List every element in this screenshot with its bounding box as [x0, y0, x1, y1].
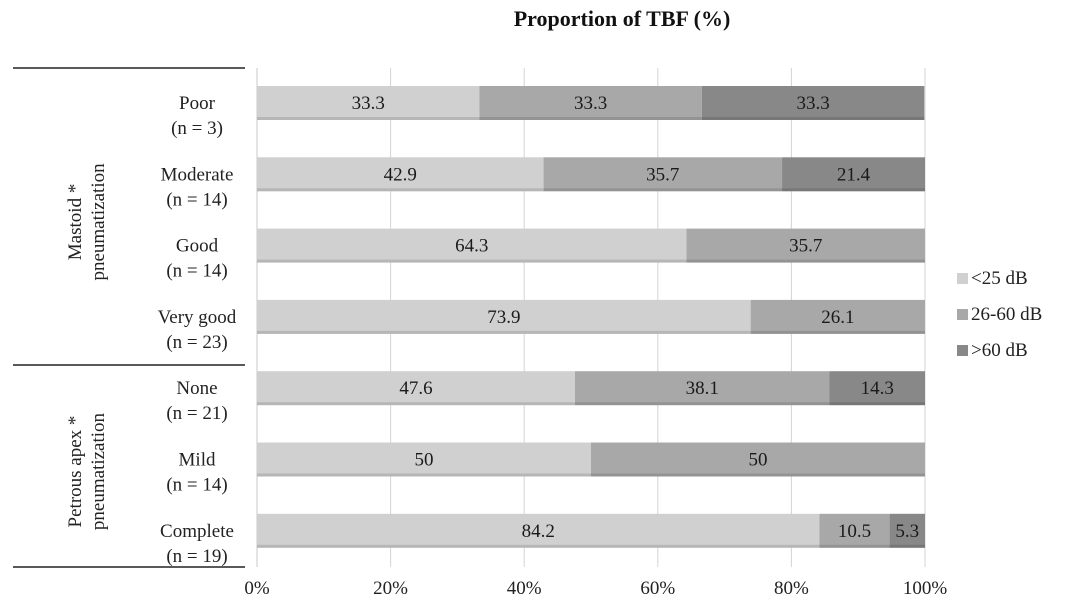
- bar-shadow: [574, 402, 830, 406]
- bar-shadow: [782, 188, 925, 192]
- data-label: 38.1: [686, 378, 719, 399]
- data-label: 35.7: [646, 164, 679, 185]
- category-count: (n = 23): [166, 332, 227, 353]
- legend: <25 dB 26-60 dB >60 dB: [957, 268, 1042, 361]
- bar-segment: [819, 513, 890, 548]
- group-label: pneumatization: [88, 163, 109, 281]
- bar-shadow: [257, 473, 591, 477]
- bar-segment: [591, 442, 925, 477]
- category-name: Poor: [179, 93, 216, 114]
- bar-shadow: [543, 188, 783, 192]
- bar-shadow: [257, 188, 544, 192]
- x-tick-label: 100%: [903, 578, 948, 598]
- group-label: Petrous apex *: [65, 416, 86, 528]
- x-tick-label: 80%: [774, 578, 809, 598]
- legend-swatch: [957, 273, 968, 284]
- category-name: Very good: [158, 307, 237, 328]
- data-label: 10.5: [838, 521, 871, 542]
- bar-shadow: [889, 544, 925, 548]
- category-name: None: [176, 378, 217, 399]
- legend-label: <25 dB: [971, 268, 1028, 289]
- category-labels: Poor (n = 3) Moderate (n = 14) Good (n = 14) V…: [158, 93, 237, 567]
- bar-segment: [701, 86, 925, 120]
- bar-segment: [782, 157, 925, 192]
- bar-segment: [257, 442, 591, 477]
- category-count: (n = 14): [166, 261, 227, 282]
- bar-shadow: [701, 117, 925, 120]
- bar-segment: [829, 371, 925, 406]
- bar-shadow: [257, 259, 687, 263]
- chart-title: Proportion of TBF (%): [514, 6, 731, 31]
- x-tick-label: 0%: [244, 578, 270, 598]
- data-label: 14.3: [861, 378, 894, 399]
- bar-segment: [257, 228, 687, 263]
- bar-shadow: [591, 473, 925, 477]
- bar-shadow: [819, 544, 890, 548]
- legend-label: 26-60 dB: [971, 304, 1042, 325]
- bar-shadow: [257, 330, 751, 334]
- category-count: (n = 3): [171, 118, 223, 139]
- legend-swatch: [957, 309, 968, 320]
- bar-segment: [889, 513, 925, 548]
- bar-segment: [543, 157, 783, 192]
- data-label: 5.3: [895, 521, 919, 542]
- data-label: 73.9: [487, 307, 520, 328]
- bar-segment: [257, 157, 544, 192]
- x-tick-label: 20%: [373, 578, 408, 598]
- bar-segment: [479, 86, 702, 120]
- category-name: Good: [176, 236, 219, 257]
- data-label: 50: [415, 450, 434, 471]
- category-name: Moderate: [161, 164, 234, 185]
- data-label: 33.3: [796, 93, 829, 114]
- x-tick-label: 40%: [507, 578, 542, 598]
- data-label: 33.3: [352, 93, 385, 114]
- category-count: (n = 14): [166, 475, 227, 496]
- category-count: (n = 19): [166, 546, 227, 567]
- data-label: 42.9: [384, 164, 417, 185]
- legend-label: >60 dB: [971, 340, 1028, 361]
- group-label: pneumatization: [88, 412, 109, 530]
- data-label: 84.2: [522, 521, 555, 542]
- bar-segment: [257, 371, 575, 406]
- bar-shadow: [257, 402, 575, 406]
- bar-segment: [686, 228, 925, 263]
- x-axis-ticks: 0% 20% 40% 60% 80% 100%: [244, 578, 947, 598]
- category-count: (n = 14): [166, 189, 227, 210]
- category-name: Complete: [160, 521, 234, 542]
- data-label: 35.7: [789, 236, 822, 257]
- data-label: 26.1: [821, 307, 854, 328]
- bar-segment: [574, 371, 830, 406]
- bar-segment: [750, 299, 925, 334]
- data-label: 33.3: [574, 93, 607, 114]
- bar-segment: [257, 86, 480, 120]
- bars: 33.3 33.3 33.3 42.9 35.7 21.4 64.3 35.7 73.9 26.1…: [257, 86, 925, 548]
- bar-shadow: [750, 330, 925, 334]
- bar-shadow: [829, 402, 925, 406]
- category-name: Mild: [179, 450, 216, 471]
- data-label: 47.6: [399, 378, 432, 399]
- data-label: 21.4: [837, 164, 871, 185]
- category-count: (n = 21): [166, 403, 227, 424]
- data-label: 50: [749, 450, 768, 471]
- data-label: 64.3: [455, 236, 488, 257]
- bar-shadow: [686, 259, 925, 263]
- bar-segment: [257, 513, 820, 548]
- bar-segment: [257, 299, 751, 334]
- group-label: Mastoid *: [65, 184, 86, 261]
- bar-shadow: [479, 117, 702, 120]
- bar-shadow: [257, 117, 480, 120]
- x-tick-label: 60%: [640, 578, 675, 598]
- bar-shadow: [257, 544, 820, 548]
- legend-swatch: [957, 345, 968, 356]
